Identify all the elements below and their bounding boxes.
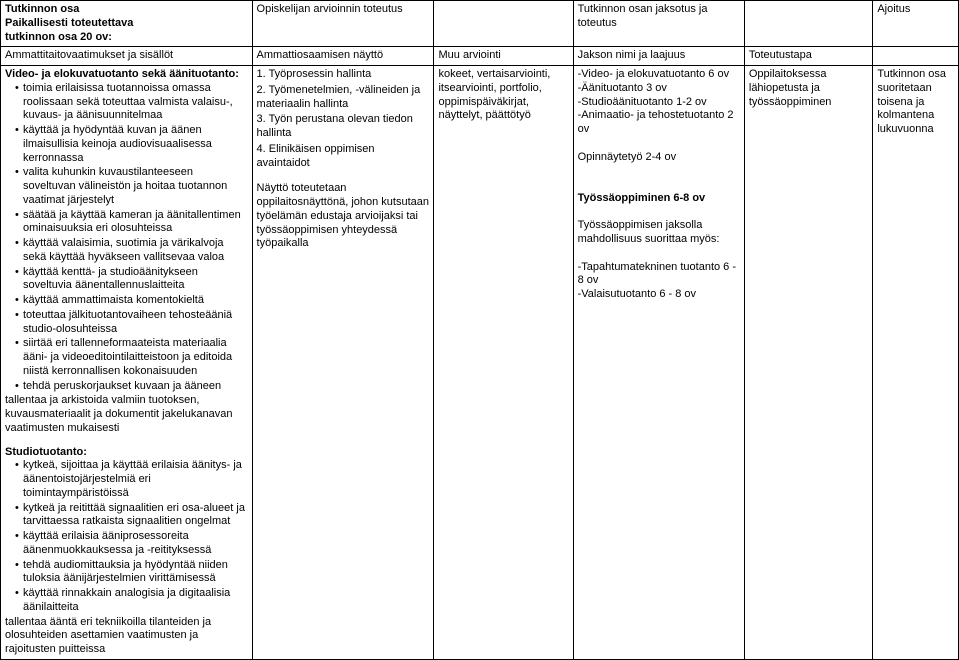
hdr1-c6: Ajoitus bbox=[873, 1, 959, 47]
c4-line: Työssäoppimisen jaksolla mahdollisuus su… bbox=[578, 219, 740, 247]
hdr2-c1: Ammattitaitovaatimukset ja sisällöt bbox=[1, 47, 253, 66]
c1-sec2-list: kytkeä, sijoittaa ja käyttää erilaisia ä… bbox=[5, 459, 248, 614]
body-c5: Oppilaitoksessa lähiopetusta ja työssäop… bbox=[744, 66, 872, 660]
hdr1-c1-l2: Paikallisesti toteutettava bbox=[5, 17, 133, 29]
c1-sec2-item: käyttää erilaisia ääniprosessoreita ääne… bbox=[15, 530, 248, 558]
c1-sec1-item: valita kuhunkin kuvaustilanteeseen sovel… bbox=[15, 166, 248, 207]
c1-sec1-list: toimia erilaisissa tuotannoissa omassa r… bbox=[5, 82, 248, 394]
c1-sec1-item: käyttää valaisimia, suotimia ja värikalv… bbox=[15, 237, 248, 265]
hdr2-c5: Toteutustapa bbox=[744, 47, 872, 66]
header-row-1: Tutkinnon osa Paikallisesti toteutettava… bbox=[1, 1, 959, 47]
hdr2-c4: Jakson nimi ja laajuus bbox=[573, 47, 744, 66]
c2-numbered-item: 3. Työn perustana olevan tiedon hallinta bbox=[257, 113, 430, 141]
c4-line: -Studioäänituotanto 1-2 ov bbox=[578, 96, 740, 110]
hdr2-c3: Muu arviointi bbox=[434, 47, 573, 66]
c2-numbered-item: 2. Työmenetelmien, -välineiden ja materi… bbox=[257, 84, 430, 112]
c2-numbered-item: 1. Työprosessin hallinta bbox=[257, 68, 430, 82]
hdr1-c5 bbox=[744, 1, 872, 47]
c4-lines: -Video- ja elokuvatuotanto 6 ov-Äänituot… bbox=[578, 68, 740, 302]
c2-numbered-list: 1. Työprosessin hallinta 2. Työmenetelmie… bbox=[257, 68, 430, 170]
c4-line: -Video- ja elokuvatuotanto 6 ov bbox=[578, 68, 740, 82]
hdr2-c2: Ammattiosaamisen näyttö bbox=[252, 47, 434, 66]
c4-line: -Valaisutuotanto 6 - 8 ov bbox=[578, 288, 740, 302]
hdr1-c1-l1: Tutkinnon osa bbox=[5, 3, 79, 15]
c1-sec2-tail: tallentaa ääntä eri tekniikoilla tilante… bbox=[5, 616, 248, 657]
c4-line: Työssäoppiminen 6-8 ov bbox=[578, 192, 740, 206]
c1-sec2-title: Studiotuotanto: bbox=[5, 446, 87, 458]
c1-sec2-item: kytkeä ja reitittää signaalitien eri osa… bbox=[15, 502, 248, 530]
c2-numbered-item: 4. Elinikäisen oppimisen avaintaidot bbox=[257, 143, 430, 171]
hdr1-c4: Tutkinnon osan jaksotus ja toteutus bbox=[573, 1, 744, 47]
c4-line bbox=[578, 137, 740, 151]
c1-sec2-item: kytkeä, sijoittaa ja käyttää erilaisia ä… bbox=[15, 459, 248, 500]
hdr1-c2: Opiskelijan arvioinnin toteutus bbox=[252, 1, 434, 47]
c4-line bbox=[578, 247, 740, 261]
hdr1-c3 bbox=[434, 1, 573, 47]
c1-sec2-item: käyttää rinnakkain analogisia ja digitaa… bbox=[15, 587, 248, 615]
c1-sec1-item: toteuttaa jälkituotantovaiheen tehosteää… bbox=[15, 309, 248, 337]
c1-sec1-item: käyttää ammattimaista komentokieltä bbox=[15, 294, 248, 308]
c4-line bbox=[578, 206, 740, 220]
c1-sec1-title: Video- ja elokuvatuotanto sekä äänituota… bbox=[5, 68, 239, 80]
body-c3: kokeet, vertaisarviointi, itsearviointi,… bbox=[434, 66, 573, 660]
body-c2: 1. Työprosessin hallinta 2. Työmenetelmie… bbox=[252, 66, 434, 660]
body-c1: Video- ja elokuvatuotanto sekä äänituota… bbox=[1, 66, 253, 660]
c4-line bbox=[578, 178, 740, 192]
c4-line: -Tapahtumatekninen tuotanto 6 - 8 ov bbox=[578, 261, 740, 289]
c4-line bbox=[578, 164, 740, 178]
c1-sec1-tail: tallentaa ja arkistoida valmiin tuotokse… bbox=[5, 394, 248, 435]
body-c6: Tutkinnon osa suoritetaan toisena ja kol… bbox=[873, 66, 959, 660]
body-c4: -Video- ja elokuvatuotanto 6 ov-Äänituot… bbox=[573, 66, 744, 660]
c1-sec1-item: säätää ja käyttää kameran ja äänitallent… bbox=[15, 209, 248, 237]
c1-sec2-item: tehdä audiomittauksia ja hyödyntää niide… bbox=[15, 559, 248, 587]
c1-sec1-item: käyttää ja hyödyntää kuvan ja äänen ilma… bbox=[15, 124, 248, 165]
c1-sec1-item: tehdä peruskorjaukset kuvaan ja ääneen bbox=[15, 380, 248, 394]
curriculum-table: Tutkinnon osa Paikallisesti toteutettava… bbox=[0, 0, 959, 660]
c1-sec1-item: käyttää kenttä- ja studioäänitykseen sov… bbox=[15, 266, 248, 294]
body-row: Video- ja elokuvatuotanto sekä äänituota… bbox=[1, 66, 959, 660]
c2-paragraph: Näyttö toteutetaan oppilaitosnäyttönä, j… bbox=[257, 182, 430, 251]
header-row-2: Ammattitaitovaatimukset ja sisällöt Amma… bbox=[1, 47, 959, 66]
c4-line: -Äänituotanto 3 ov bbox=[578, 82, 740, 96]
hdr2-c6 bbox=[873, 47, 959, 66]
hdr1-c1: Tutkinnon osa Paikallisesti toteutettava… bbox=[1, 1, 253, 47]
c1-sec1-item: toimia erilaisissa tuotannoissa omassa r… bbox=[15, 82, 248, 123]
hdr1-c1-l3: tutkinnon osa 20 ov: bbox=[5, 31, 112, 43]
c4-line: -Animaatio- ja tehostetuotanto 2 ov bbox=[578, 109, 740, 137]
c4-line: Opinnäytetyö 2-4 ov bbox=[578, 151, 740, 165]
c1-sec1-item: siirtää eri tallenneformaateista materia… bbox=[15, 337, 248, 378]
